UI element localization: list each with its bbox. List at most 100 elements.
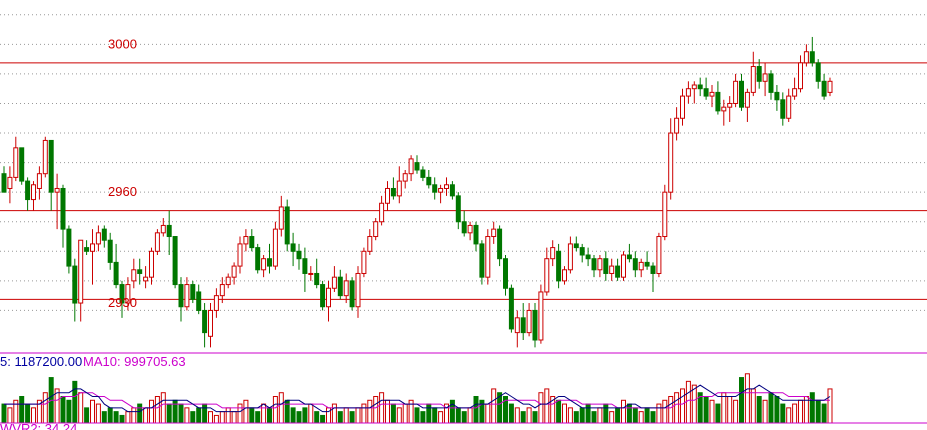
- candle-body: [721, 106, 727, 112]
- candle-body: [727, 102, 733, 108]
- volume-bar: [733, 399, 739, 424]
- candle: [208, 303, 213, 348]
- candle: [544, 247, 550, 296]
- candle-body: [208, 309, 213, 337]
- volume-bar: [178, 403, 184, 424]
- reference-lines: [0, 62, 927, 300]
- volume-ma5-line: [4, 384, 831, 413]
- volume-bar: [514, 407, 520, 424]
- candle-body: [768, 73, 774, 93]
- volume-bar: [615, 407, 621, 424]
- volume-bar: [426, 403, 432, 424]
- candle-body: [255, 247, 261, 271]
- candle: [119, 280, 125, 318]
- volume-bar: [373, 396, 379, 424]
- candle: [107, 232, 113, 270]
- candle: [320, 280, 326, 311]
- candle-body: [473, 224, 479, 245]
- candle-body: [739, 80, 744, 108]
- volume-bar: [166, 403, 172, 424]
- volume-bar: [756, 396, 762, 424]
- candle: [744, 88, 750, 122]
- price-tick-label: 3000: [108, 36, 137, 51]
- volume-bar: [66, 399, 72, 424]
- candle-body: [131, 269, 137, 282]
- candle-body: [95, 232, 101, 245]
- candle-body: [650, 265, 656, 274]
- volume-bar: [320, 414, 326, 424]
- candle-body: [638, 261, 644, 271]
- candle: [249, 229, 255, 252]
- candle-body: [225, 276, 231, 286]
- volume-bar: [149, 399, 154, 424]
- candle: [680, 88, 685, 126]
- volume-bar: [202, 403, 208, 424]
- candle: [444, 177, 449, 196]
- volume-bar: [379, 392, 385, 424]
- volume-bar: [721, 392, 727, 424]
- volume-bar: [644, 407, 650, 424]
- candle: [355, 266, 361, 318]
- candle: [296, 243, 302, 270]
- candle: [721, 99, 727, 126]
- volume-bar: [508, 403, 514, 424]
- volume-bar: [19, 396, 25, 424]
- candle: [225, 273, 231, 289]
- candle-body: [821, 80, 827, 97]
- candle: [762, 62, 768, 97]
- volume-bar: [715, 403, 721, 424]
- candle-body: [149, 250, 154, 278]
- candle: [255, 243, 261, 274]
- candle-body: [455, 195, 461, 223]
- candle: [184, 277, 190, 311]
- candle: [668, 118, 674, 200]
- volume-bar: [402, 403, 408, 424]
- candle: [485, 229, 491, 285]
- volume-bar: [267, 407, 272, 424]
- candle: [538, 284, 544, 344]
- volume-bar: [249, 407, 255, 424]
- volume-bar: [821, 403, 827, 424]
- candle-body: [190, 284, 196, 300]
- volume-bar: [42, 392, 48, 424]
- volume-bar: [739, 377, 744, 424]
- candle-body: [579, 247, 585, 256]
- candle: [803, 44, 809, 67]
- candle: [491, 221, 497, 244]
- candle-body: [414, 162, 420, 171]
- candle: [290, 232, 296, 267]
- candle: [768, 70, 774, 100]
- volume-bar: [556, 399, 562, 424]
- volume-bar: [355, 407, 361, 424]
- price-tick-label: 2930: [108, 295, 137, 310]
- candle-body: [78, 239, 84, 304]
- candle-body: [444, 184, 449, 189]
- volume-bar: [685, 380, 691, 424]
- volume-bar: [597, 407, 603, 424]
- candle: [385, 181, 390, 211]
- candle: [656, 232, 662, 278]
- volume-bar: [650, 411, 656, 424]
- candle: [72, 258, 78, 322]
- candle: [774, 85, 780, 111]
- candle-body: [237, 243, 243, 267]
- candle-body: [261, 258, 267, 271]
- bottom-mask: [0, 423, 927, 430]
- volume-bar: [314, 411, 320, 424]
- candle: [113, 243, 119, 289]
- volume-bar: [125, 411, 131, 424]
- candle: [756, 59, 762, 89]
- volume-bar: [272, 396, 278, 424]
- volume-bar: [792, 403, 798, 424]
- candle: [373, 218, 379, 241]
- candle-body: [680, 95, 685, 119]
- candle: [219, 277, 225, 304]
- candle-body: [326, 287, 331, 308]
- candle-body: [544, 258, 550, 293]
- candle-body: [691, 84, 697, 90]
- volume-bar: [137, 403, 143, 424]
- candle: [1, 166, 7, 193]
- candle: [396, 166, 402, 204]
- candle-body: [213, 295, 219, 311]
